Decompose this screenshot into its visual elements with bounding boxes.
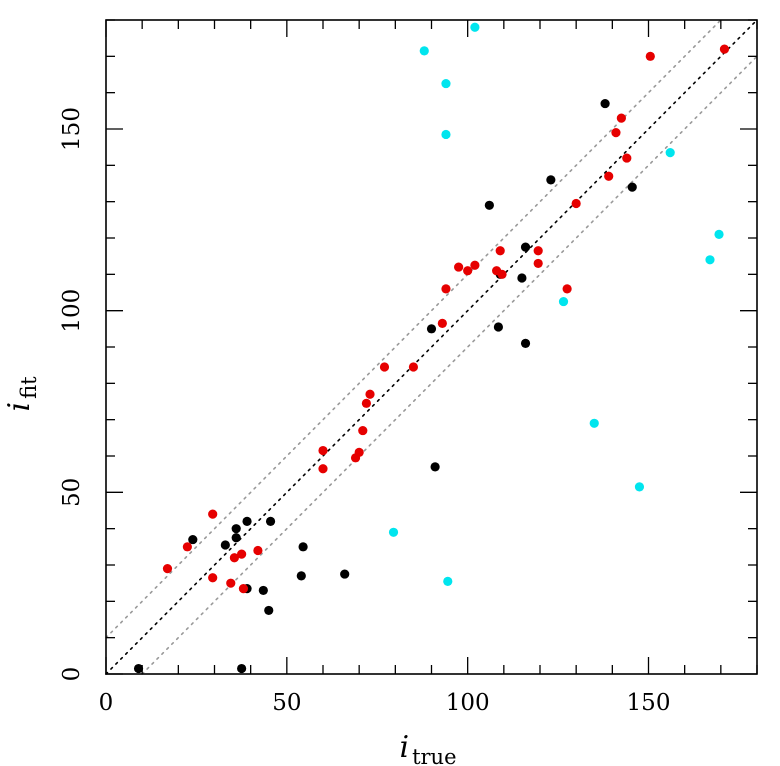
data-point [600,98,610,109]
data-point [162,564,173,574]
data-point [182,542,192,552]
reference-line-2 [141,55,758,675]
data-point [318,464,328,474]
data-point [226,578,236,588]
reference-lines [105,19,758,675]
data-point [463,266,473,276]
y-tick-label: 0 [59,667,85,682]
data-point [484,200,494,210]
data-point [296,571,306,581]
data-point [665,148,675,158]
data-point [520,242,531,252]
data-point [441,78,451,89]
data-point [237,663,247,674]
data-point [361,398,371,408]
x-tick-label: 50 [272,690,301,716]
data-point [430,462,440,472]
data-point [441,284,451,294]
data-point [208,573,218,583]
data-point [258,585,268,596]
data-point [604,171,614,181]
data-point [533,246,543,256]
data-points [133,22,730,674]
data-point [645,51,655,61]
data-point [408,362,419,372]
data-point [437,318,447,328]
data-point [571,198,581,209]
data-point [379,362,390,372]
y-axis-title: i fit [2,376,41,412]
data-point [231,533,241,543]
data-point [237,549,247,559]
data-point [634,482,645,492]
data-point [558,296,569,307]
y-axis-title-sub: fit [17,376,41,399]
data-point [495,246,505,256]
y-tick-label: 50 [59,478,85,507]
x-tick-label: 100 [446,690,490,716]
plot-frame [105,19,758,675]
data-point [133,663,144,674]
data-point [419,46,429,56]
y-tick-label: 100 [59,289,85,333]
data-point [533,258,543,269]
data-point [616,113,626,123]
data-point [705,255,715,265]
x-axis-title: i true [399,730,456,766]
y-axis-title-main: i [2,402,37,412]
data-point [622,153,632,163]
data-point [340,569,350,579]
x-axis-title-sub: true [412,745,456,766]
x-axis-title-main: i [399,730,409,765]
data-point [188,534,198,545]
data-point [265,516,276,527]
data-point [454,262,464,272]
data-point [354,447,364,457]
data-point [441,129,451,140]
data-point [470,22,480,32]
data-point [443,576,453,586]
data-point [546,175,556,185]
data-point [493,322,504,332]
data-point [714,229,724,239]
data-point [520,338,531,348]
x-tick-label: 150 [627,690,671,716]
reference-line-1 [105,19,722,639]
data-point [589,418,599,428]
data-point [298,542,308,552]
data-point [231,524,241,534]
data-point [358,425,368,436]
data-point [497,269,507,279]
data-point [229,553,239,563]
data-point [242,516,252,527]
data-point [517,273,527,283]
data-point [253,545,263,556]
data-point [220,540,230,550]
data-point [208,509,218,519]
data-point [719,44,730,54]
data-point [238,584,249,594]
data-point [470,260,480,270]
data-point [426,324,437,334]
tick-labels: 0 50 100 150 0 50 100 150 [59,107,670,716]
data-point [562,284,572,294]
data-point [318,445,328,456]
data-point [264,605,274,616]
x-tick-label: 0 [99,690,114,716]
data-point [388,527,399,537]
data-point [627,182,637,192]
reference-line-0 [105,19,758,675]
data-point [365,389,375,399]
y-tick-label: 150 [59,107,85,151]
data-point [611,128,621,138]
